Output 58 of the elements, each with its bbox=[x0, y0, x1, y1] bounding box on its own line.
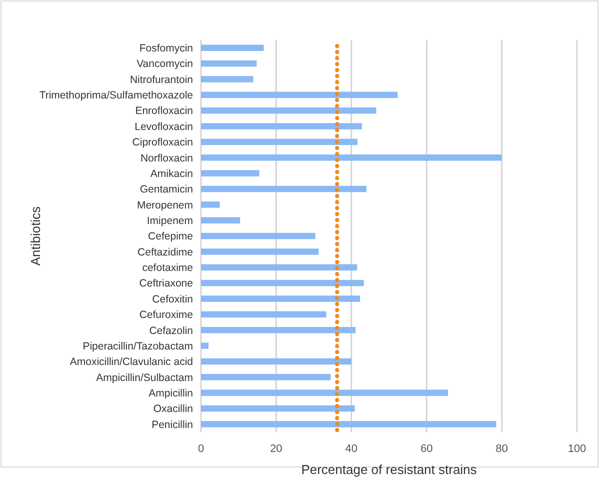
y-tick-label: Cefepime bbox=[148, 230, 194, 243]
bar bbox=[201, 405, 355, 412]
y-tick-label: Cefoxitin bbox=[152, 293, 194, 306]
bar bbox=[201, 60, 257, 67]
bar bbox=[201, 107, 376, 114]
bar bbox=[201, 421, 496, 428]
y-tick-label: Piperacillin/Tazobactam bbox=[82, 340, 194, 352]
y-tick-label: Ceftazidime bbox=[138, 246, 194, 258]
bar bbox=[201, 154, 502, 161]
bar bbox=[201, 390, 448, 396]
y-axis-title: Antibiotics bbox=[28, 206, 43, 266]
y-tick-label: Cefuroxime bbox=[139, 309, 194, 322]
x-tick-label: 100 bbox=[568, 443, 586, 455]
y-tick-label: Penicillin bbox=[152, 418, 194, 431]
y-tick-label: Trimethoprima/Sulfamethoxazole bbox=[39, 90, 194, 102]
y-tick-label: Ampicillin/Sulbactam bbox=[96, 372, 194, 384]
bar bbox=[201, 123, 362, 130]
x-tick-label: 60 bbox=[420, 443, 433, 455]
y-tick-label: Enrofloxacin bbox=[135, 105, 194, 118]
y-tick-label: Amikacin bbox=[150, 168, 194, 180]
y-tick-label: Imipenem bbox=[146, 214, 194, 227]
x-axis-title: Percentage of resistant strains bbox=[301, 462, 478, 477]
y-tick-label: Levofloxacin bbox=[134, 120, 194, 133]
bar bbox=[201, 374, 331, 380]
bar bbox=[201, 217, 240, 224]
x-tick-label: 0 bbox=[198, 443, 204, 455]
x-tick-label: 80 bbox=[496, 443, 508, 455]
bar bbox=[201, 170, 260, 176]
y-tick-label: Ceftriaxone bbox=[139, 278, 194, 290]
bar bbox=[201, 232, 316, 240]
x-tick-label: 20 bbox=[270, 443, 282, 455]
bar bbox=[201, 138, 358, 146]
bar bbox=[201, 248, 319, 255]
y-tick-label: Meropenem bbox=[136, 199, 194, 212]
x-tick-label: 40 bbox=[345, 443, 358, 455]
y-tick-label: Nitrofurantoin bbox=[130, 74, 194, 86]
bar bbox=[201, 342, 209, 349]
bar bbox=[201, 92, 398, 98]
bar bbox=[201, 311, 326, 318]
y-tick-label: cefotaxime bbox=[142, 262, 194, 274]
y-tick-label: Oxacillin bbox=[153, 403, 194, 416]
y-tick-label: Fosfomycin bbox=[139, 42, 194, 55]
bar bbox=[201, 264, 358, 270]
bar bbox=[201, 202, 220, 208]
y-tick-label: Cefazolin bbox=[149, 324, 194, 337]
bar bbox=[201, 186, 366, 192]
y-tick-label: Amoxicillin/Clavulanic acid bbox=[70, 356, 194, 368]
y-tick-label: Vancomycin bbox=[136, 58, 194, 70]
y-tick-label: Ampicillin bbox=[148, 387, 194, 400]
bar bbox=[201, 326, 356, 334]
bar bbox=[201, 296, 360, 302]
bar bbox=[201, 76, 254, 82]
y-tick-label: Gentamicin bbox=[140, 184, 194, 196]
bar bbox=[201, 280, 364, 286]
bar bbox=[201, 44, 264, 51]
bar bbox=[201, 358, 352, 365]
y-tick-label: Norfloxacin bbox=[140, 152, 194, 164]
y-tick-label: Ciprofloxacin bbox=[132, 136, 194, 149]
